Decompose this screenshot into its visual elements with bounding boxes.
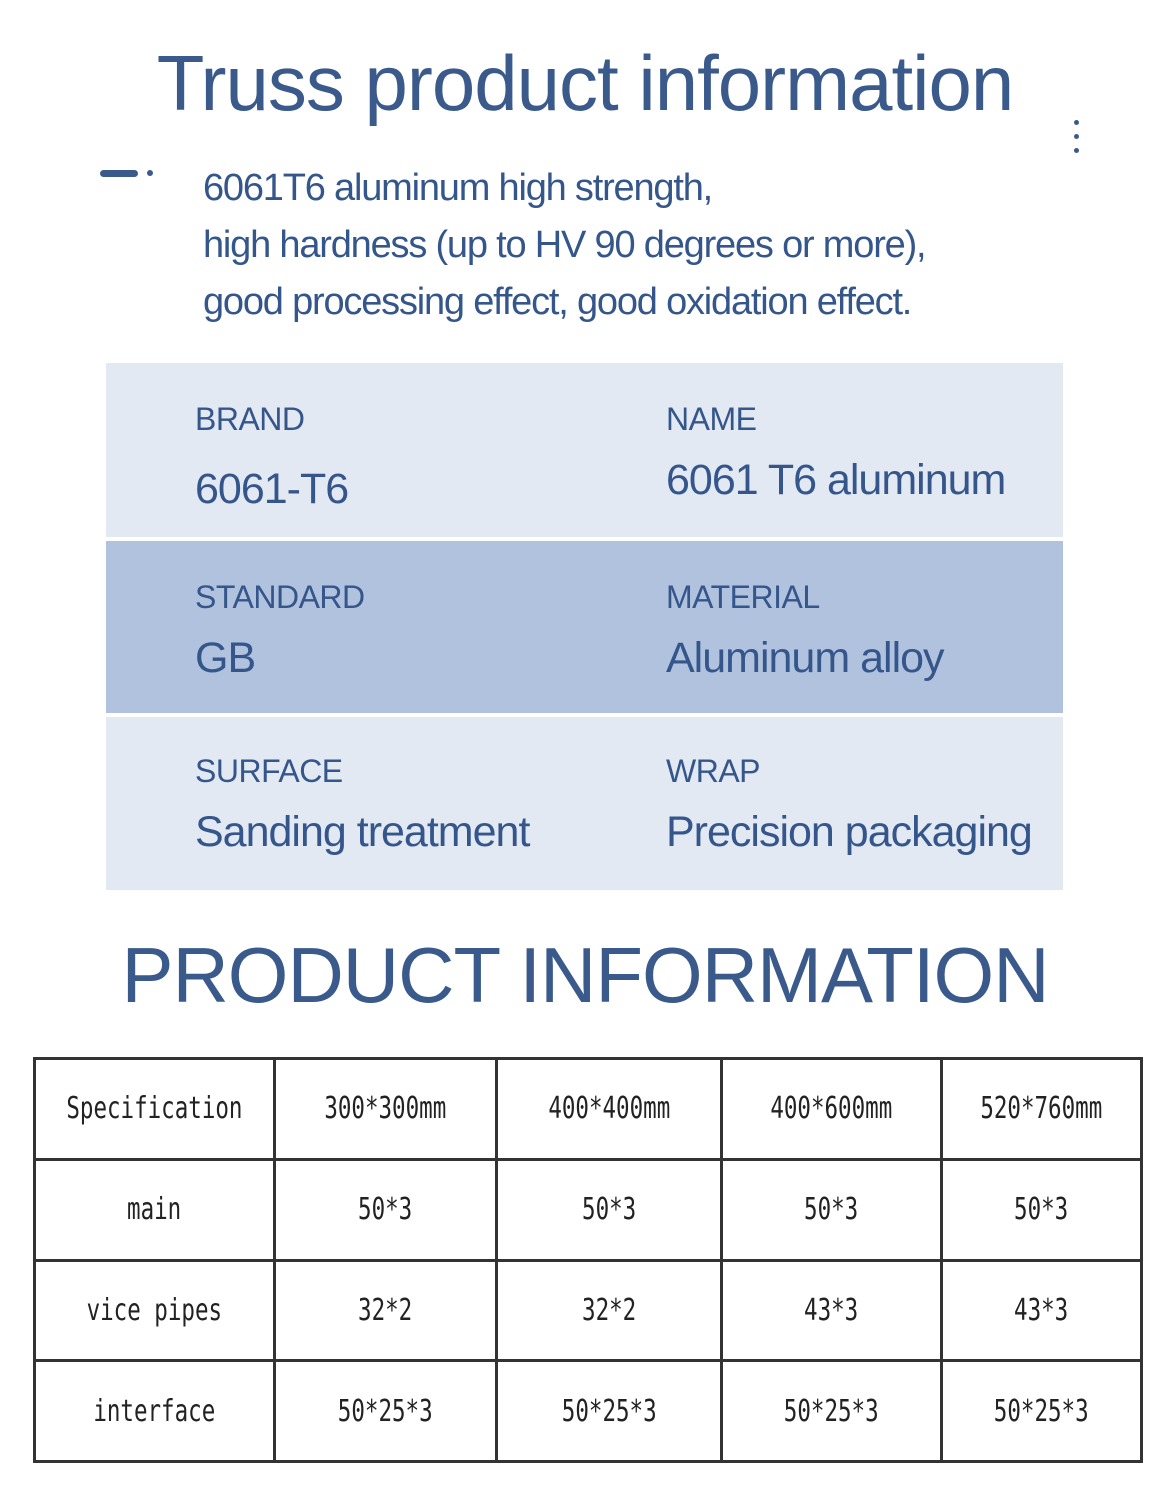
table-cell: 50*3 bbox=[495, 1157, 723, 1262]
description-line: 6061T6 aluminum high strength, bbox=[203, 167, 713, 209]
surface-label: SURFACE bbox=[195, 753, 343, 789]
dot-decoration bbox=[147, 170, 153, 176]
table-cell: 32*2 bbox=[272, 1258, 499, 1363]
standard-label: STANDARD bbox=[195, 579, 365, 615]
standard-value: GB bbox=[195, 634, 256, 682]
section-heading: PRODUCT INFORMATION bbox=[121, 931, 1049, 1019]
description-line: high hardness (up to HV 90 degrees or mo… bbox=[203, 224, 927, 266]
material-label: MATERIAL bbox=[666, 579, 820, 615]
spec-table: Specification 300*300mm 400*400mm 400*60… bbox=[33, 1057, 1144, 1463]
brand-value: 6061-T6 bbox=[195, 465, 349, 513]
table-row: main 50*3 50*3 50*3 50*3 bbox=[33, 1157, 1144, 1262]
table-cell: 50*3 bbox=[272, 1157, 499, 1262]
table-header-row: Specification 300*300mm 400*400mm 400*60… bbox=[33, 1057, 1144, 1161]
page-title: Truss product information bbox=[156, 39, 1014, 127]
table-cell: 32*2 bbox=[495, 1258, 723, 1363]
attribute-row: BRAND 6061-T6 NAME 6061 T6 aluminum bbox=[106, 363, 1063, 537]
table-cell: main bbox=[33, 1157, 276, 1262]
table-row: vice pipes 32*2 32*2 43*3 43*3 bbox=[33, 1258, 1144, 1363]
table-cell: 50*3 bbox=[719, 1157, 943, 1262]
attribute-row: STANDARD GB MATERIAL Aluminum alloy bbox=[106, 541, 1063, 713]
material-value: Aluminum alloy bbox=[666, 634, 945, 682]
name-label: NAME bbox=[666, 401, 757, 437]
surface-value: Sanding treatment bbox=[195, 808, 530, 856]
description-line: good processing effect, good oxidation e… bbox=[203, 281, 912, 323]
table-cell: 50*25*3 bbox=[719, 1359, 943, 1463]
table-cell: 400*400mm bbox=[495, 1057, 723, 1161]
wrap-value: Precision packaging bbox=[666, 808, 1033, 856]
table-cell: 43*3 bbox=[939, 1258, 1144, 1363]
table-cell: 300*300mm bbox=[272, 1057, 499, 1161]
table-cell: 43*3 bbox=[719, 1258, 943, 1363]
table-cell: 50*25*3 bbox=[495, 1359, 723, 1463]
vertical-dots-decoration bbox=[1074, 120, 1080, 162]
table-cell: 50*25*3 bbox=[272, 1359, 499, 1463]
table-cell: 400*600mm bbox=[719, 1057, 943, 1161]
brand-label: BRAND bbox=[195, 401, 305, 437]
name-value: 6061 T6 aluminum bbox=[666, 456, 1006, 504]
table-cell: vice pipes bbox=[33, 1258, 276, 1363]
table-cell: 50*25*3 bbox=[939, 1359, 1144, 1463]
table-cell: 520*760mm bbox=[939, 1057, 1144, 1161]
attribute-row: SURFACE Sanding treatment WRAP Precision… bbox=[106, 717, 1063, 890]
description: 6061T6 aluminum high strength, high hard… bbox=[203, 160, 927, 331]
table-row: interface 50*25*3 50*25*3 50*25*3 50*25*… bbox=[33, 1359, 1144, 1463]
wrap-label: WRAP bbox=[666, 753, 761, 789]
table-cell: interface bbox=[33, 1359, 276, 1463]
table-cell: 50*3 bbox=[939, 1157, 1144, 1262]
table-cell: Specification bbox=[33, 1057, 276, 1161]
dash-decoration bbox=[100, 170, 138, 177]
